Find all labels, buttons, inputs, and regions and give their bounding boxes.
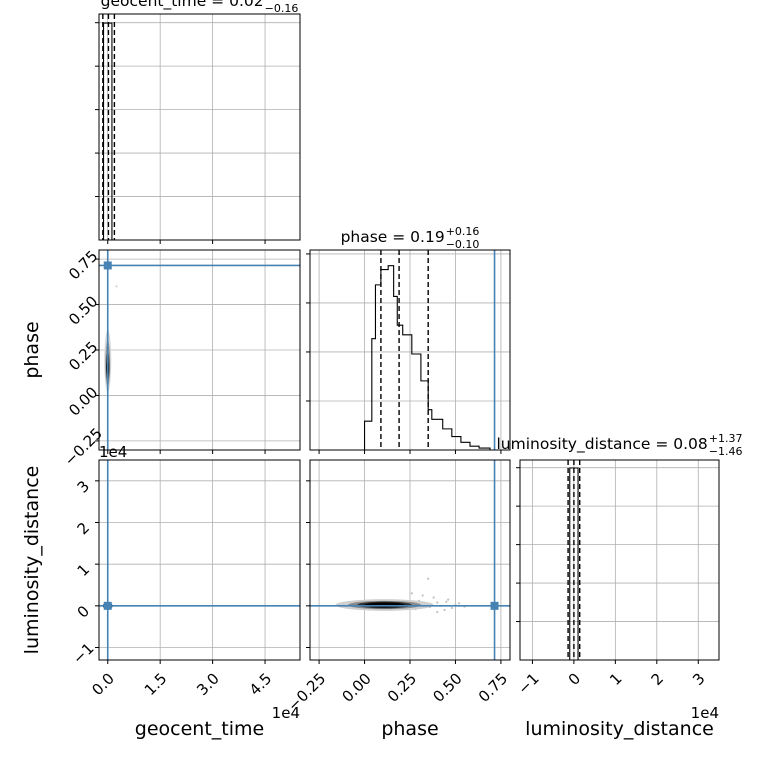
phase-luminosity_distance-sample	[445, 600, 448, 603]
geocent_time-x-exponent: 1e4	[272, 704, 300, 722]
luminosity_distance-xlabel: luminosity_distance	[525, 718, 714, 740]
geocent_time-title: geocent_time = 0.02+0.17−0.16	[101, 0, 299, 15]
phase-luminosity_distance-sample	[447, 598, 450, 601]
geocent_time-luminosity_distance-xtick-label: 4.5	[246, 670, 276, 700]
geocent_time-marginal-frame	[98, 13, 301, 241]
frames-layer	[95, 13, 720, 664]
geocent_time-luminosity_distance-ytick-label: 3	[74, 477, 93, 496]
geocent_time-title-text: geocent_time = 0.02	[101, 0, 264, 11]
phase-title: phase = 0.19 +0.16−0.10	[341, 225, 480, 251]
geocent_time-luminosity_distance-xtick-label: 1.5	[141, 670, 171, 700]
luminosity_distance-marginal-frame	[519, 459, 720, 661]
geocent_time-phase-ytick-label: 0.75	[65, 247, 101, 283]
geocent_time-title-minus: −0.16	[265, 2, 299, 15]
geocent_time-phase-ytick-label: 0.50	[65, 292, 101, 328]
luminosity_distance-x-exponent: 1e4	[691, 704, 719, 722]
phase-luminosity_distance-xtick-label: 0.25	[384, 670, 420, 706]
phase-luminosity_distance-sample	[421, 594, 424, 597]
geocent_time-luminosity_distance-xtick-label: 3.0	[193, 670, 223, 700]
labels-layer: geocent_time = 0.02+0.17−0.16 phase = 0.1…	[21, 0, 742, 740]
phase-luminosity_distance-sample	[436, 601, 439, 604]
geocent_time-phase-ytick-label: 0.00	[65, 383, 101, 419]
truth-marker	[103, 601, 112, 610]
luminosity_distance-title-minus: −1.46	[709, 445, 743, 458]
geocent_time-phase-sample	[115, 285, 118, 288]
phase-luminosity_distance-sample	[410, 592, 413, 595]
phase-title-plus: +0.16	[446, 225, 480, 238]
phase-luminosity_distance-xtick-label: −0.25	[284, 670, 329, 715]
luminosity_distance-title-plus: +1.37	[709, 432, 743, 445]
luminosity_distance-marginal-xtick-label: 0	[565, 670, 584, 689]
luminosity_distance-title: luminosity_distance = 0.08 +1.37−1.46	[497, 432, 743, 458]
data-layer	[99, 14, 581, 660]
phase-luminosity_distance-xtick-label: 0.00	[338, 670, 374, 706]
luminosity_distance-title-text: luminosity_distance = 0.08	[497, 435, 708, 454]
geocent_time-luminosity_distance-ytick-label: −1	[69, 639, 97, 667]
luminosity_distance-ylabel: luminosity_distance	[21, 466, 43, 655]
luminosity_distance-marginal-xtick-label: 2	[648, 670, 667, 689]
phase-luminosity_distance-sample	[450, 606, 453, 610]
phase-luminosity_distance-xtick-label: 0.50	[429, 670, 465, 706]
phase-luminosity_distance-sample	[427, 577, 430, 580]
truth-marker	[103, 261, 112, 270]
luminosity_distance-y-exponent: 1e4	[99, 443, 127, 461]
luminosity_distance-marginal-xtick-label: 1	[606, 670, 625, 689]
phase-ylabel: phase	[21, 321, 43, 378]
phase-title-text: phase = 0.19	[341, 228, 445, 246]
phase-luminosity_distance-sample	[443, 608, 446, 612]
geocent_time-luminosity_distance-ytick-label: 2	[74, 519, 93, 538]
geocent_time-luminosity_distance-ytick-label: 1	[74, 560, 93, 579]
geocent_time-phase-ytick-label: 0.25	[65, 338, 101, 374]
phase-marginal-histogram	[319, 265, 491, 450]
luminosity_distance-marginal-xtick-label: 3	[689, 670, 708, 689]
truth-marker	[490, 601, 499, 610]
phase-luminosity_distance-sample	[457, 602, 461, 605]
phase-title-minus: −0.10	[446, 238, 480, 251]
phase-luminosity_distance-density-level	[364, 602, 405, 608]
geocent_time-title-plus: +0.17	[265, 0, 299, 2]
phase-luminosity_distance-sample	[436, 610, 439, 614]
phase-xlabel: phase	[381, 718, 438, 740]
phase-luminosity_distance-sample	[432, 596, 435, 599]
geocent_time-luminosity_distance-frame	[98, 459, 301, 661]
grid-layer	[99, 14, 719, 660]
geocent_time-luminosity_distance-ytick-label: 0	[74, 602, 93, 621]
geocent_time-xlabel: geocent_time	[135, 718, 264, 740]
luminosity_distance-marginal-xtick-label: −1	[514, 670, 542, 698]
phase-luminosity_distance-xtick-label: 0.75	[475, 670, 511, 706]
geocent_time-luminosity_distance-xtick-label: 0.0	[88, 670, 118, 700]
